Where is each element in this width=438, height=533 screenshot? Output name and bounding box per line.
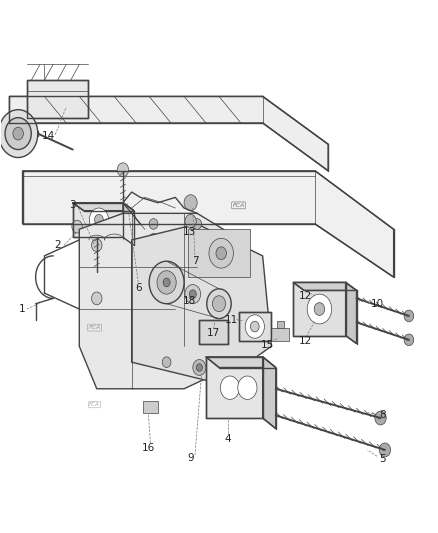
Text: 12: 12 [299,290,312,301]
Polygon shape [123,203,134,245]
Circle shape [89,208,109,231]
Circle shape [223,368,232,378]
Circle shape [95,214,103,225]
Circle shape [0,110,38,158]
Circle shape [162,357,171,368]
Text: 15: 15 [261,340,275,350]
Text: 11: 11 [225,314,238,325]
Circle shape [216,247,226,260]
Text: 10: 10 [371,298,384,309]
Text: FCA: FCA [233,203,245,208]
Text: 12: 12 [299,336,312,346]
Circle shape [117,163,129,176]
Text: 16: 16 [141,443,155,453]
Text: 14: 14 [42,131,55,141]
Polygon shape [199,320,228,344]
Text: 17: 17 [207,328,220,338]
Circle shape [163,278,170,287]
Circle shape [214,324,224,337]
Circle shape [92,292,102,305]
Polygon shape [263,357,276,429]
Polygon shape [73,203,123,237]
Polygon shape [346,282,357,344]
Circle shape [404,334,414,346]
Circle shape [245,315,265,338]
Circle shape [193,219,201,229]
Circle shape [307,294,332,324]
Text: 2: 2 [54,240,61,250]
Circle shape [375,411,386,425]
Text: 18: 18 [183,296,196,306]
Polygon shape [293,282,346,336]
Text: FCA: FCA [89,402,100,407]
Circle shape [207,289,231,319]
Polygon shape [239,312,272,341]
Bar [188,229,250,277]
Polygon shape [10,96,328,171]
Circle shape [149,219,158,229]
Polygon shape [206,357,276,368]
Circle shape [193,360,206,375]
Text: 9: 9 [187,453,194,463]
Text: 3: 3 [69,200,76,211]
Circle shape [185,214,196,228]
Text: 8: 8 [379,410,386,421]
Circle shape [149,261,184,304]
Circle shape [404,310,414,322]
Circle shape [92,239,102,252]
Polygon shape [22,171,394,277]
Circle shape [184,195,197,211]
Bar [272,328,289,341]
Text: FCA: FCA [88,325,101,330]
Circle shape [379,443,391,457]
Circle shape [209,238,233,268]
Text: 6: 6 [135,283,141,293]
Circle shape [220,376,240,399]
Polygon shape [27,80,88,118]
Bar [277,321,285,328]
Circle shape [196,364,202,371]
Polygon shape [206,357,263,418]
Circle shape [5,118,31,150]
Circle shape [314,303,325,316]
Text: FCA: FCA [233,203,245,208]
Circle shape [157,271,176,294]
Circle shape [13,127,23,140]
Circle shape [185,285,201,304]
Circle shape [148,233,159,246]
Circle shape [72,220,82,233]
Circle shape [212,296,226,312]
Circle shape [148,345,159,358]
Circle shape [251,321,259,332]
Polygon shape [79,213,241,389]
Text: 7: 7 [192,256,198,266]
Bar [143,401,158,413]
Polygon shape [73,203,134,211]
Circle shape [189,290,196,298]
Text: 13: 13 [183,227,196,237]
Circle shape [238,376,257,399]
Polygon shape [132,224,272,383]
Polygon shape [293,282,357,290]
Circle shape [214,260,224,273]
Text: 5: 5 [379,454,386,464]
Text: 4: 4 [224,434,231,445]
Bar [92,270,102,276]
Text: 1: 1 [18,304,25,314]
